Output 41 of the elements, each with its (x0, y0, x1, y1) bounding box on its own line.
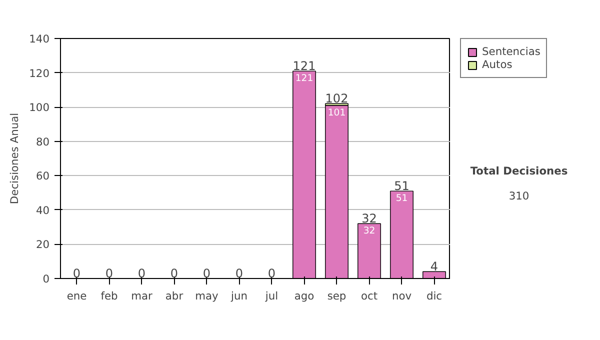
y-tick-label: 40 (36, 204, 50, 217)
total-label: 32 (362, 212, 377, 226)
total-label: 0 (268, 266, 276, 280)
x-tick-label: may (195, 290, 218, 302)
y-tick-label: 140 (29, 32, 50, 46)
x-tick-label: dic (426, 290, 442, 302)
y-tick-label: 60 (36, 170, 50, 183)
total-label: 0 (235, 266, 244, 280)
x-tick-label: nov (392, 290, 412, 302)
text: Total Decisiones (470, 164, 568, 178)
total-label: 4 (430, 260, 438, 274)
data-label: 121 (295, 73, 314, 84)
x-tick-label: mar (131, 290, 154, 302)
total-label: 0 (202, 266, 211, 280)
y-tick-label: 0 (42, 272, 50, 286)
x-tick-label: ene (66, 290, 87, 302)
x-tick-label: abr (165, 290, 184, 302)
y-tick-label: 100 (29, 101, 50, 114)
x-tick-label: sep (327, 290, 346, 302)
legend-label: Sentencias (482, 45, 540, 58)
x-tick-label: jun (230, 290, 248, 302)
data-label: 32 (363, 226, 376, 237)
total-label: 0 (72, 266, 81, 280)
legend-label: Autos (482, 58, 512, 71)
y-tick-label: 20 (36, 238, 50, 252)
x-tick-label: feb (100, 290, 118, 302)
x-tick-label: oct (360, 290, 378, 302)
total-label: 51 (394, 179, 410, 194)
x-tick-label: jul (264, 290, 278, 302)
total-label: 0 (138, 266, 146, 280)
total-label: 102 (325, 92, 348, 106)
data-label: 101 (328, 107, 346, 118)
text: 310 (508, 189, 530, 202)
x-tick-label: ago (294, 290, 314, 302)
y-axis-title: Decisiones Anual (8, 112, 22, 204)
data-label: 51 (396, 193, 408, 204)
total-label: 0 (170, 266, 178, 280)
y-tick-label: 80 (36, 135, 50, 148)
total-label: 121 (292, 59, 316, 74)
y-tick-label: 120 (29, 66, 50, 80)
total-label: 0 (105, 266, 114, 280)
